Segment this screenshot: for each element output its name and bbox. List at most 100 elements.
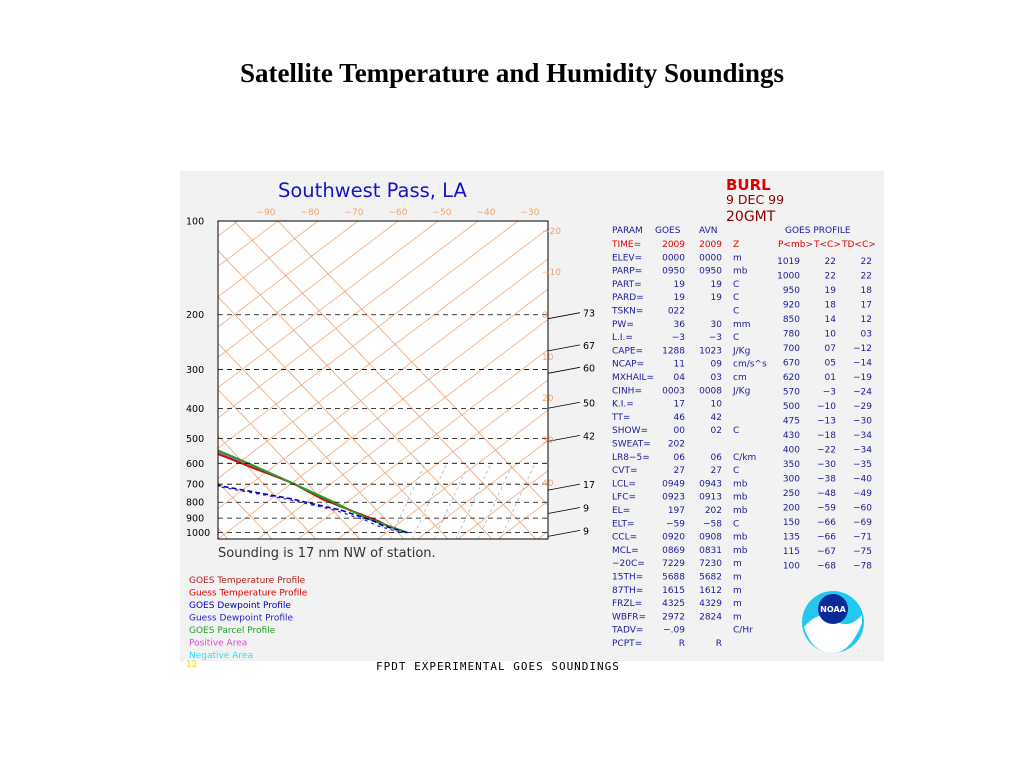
adiabat-line bbox=[218, 258, 548, 510]
pressure-tick-label: 700 bbox=[186, 480, 204, 491]
height-tick-label: 60 bbox=[583, 363, 595, 374]
param-label: TIME= bbox=[611, 240, 641, 250]
param-goes-value: −3 bbox=[672, 333, 685, 343]
param-goes-value: 17 bbox=[674, 400, 685, 410]
param-label: ELT= bbox=[612, 519, 635, 529]
noaa-logo: NOAA bbox=[802, 591, 864, 653]
adiabat-line bbox=[218, 221, 439, 389]
isotherm-grid bbox=[180, 221, 548, 539]
height-tick-mark bbox=[547, 366, 581, 374]
param-unit: C bbox=[733, 333, 739, 343]
isotherm-line bbox=[218, 388, 361, 539]
height-tick-mark bbox=[547, 507, 581, 514]
profile-pressure: 135 bbox=[783, 533, 800, 543]
height-tick-mark bbox=[547, 401, 581, 409]
pressure-tick-label: 300 bbox=[186, 365, 204, 376]
param-goes-value: 0949 bbox=[662, 479, 685, 489]
isotherm-line bbox=[233, 221, 537, 539]
param-unit: C bbox=[733, 426, 739, 436]
param-avn-value: 10 bbox=[711, 400, 723, 410]
param-goes-value: 00 bbox=[674, 426, 686, 436]
profile-pressure: 500 bbox=[783, 402, 800, 412]
profile-temp: −66 bbox=[817, 518, 836, 528]
profile-temp: −48 bbox=[817, 489, 836, 499]
param-avn-value: 7230 bbox=[699, 559, 722, 569]
profile-pressure: 950 bbox=[783, 286, 800, 296]
param-avn-value: 202 bbox=[705, 506, 722, 516]
profile-temp: 05 bbox=[825, 359, 836, 369]
param-goes-value: 2009 bbox=[662, 240, 685, 250]
param-label: PARP= bbox=[612, 267, 642, 277]
profile-temp: 10 bbox=[825, 330, 837, 340]
param-goes-value: 19 bbox=[674, 293, 686, 303]
param-avn-value: R bbox=[716, 639, 722, 649]
profile-lines bbox=[210, 449, 408, 534]
plot-area bbox=[218, 221, 548, 539]
param-unit: J/Kg bbox=[732, 346, 750, 356]
profile-temp: −13 bbox=[817, 417, 836, 427]
profile-dewpoint: 18 bbox=[861, 286, 873, 296]
pressure-tick-label: 900 bbox=[186, 514, 204, 525]
param-unit: mb bbox=[733, 506, 748, 516]
top-temp-tick: −30 bbox=[521, 208, 540, 218]
param-unit: C bbox=[733, 293, 739, 303]
legend-entry: GOES Parcel Profile bbox=[189, 626, 276, 636]
height-tick-label: 42 bbox=[583, 431, 595, 442]
profile-pressure: 475 bbox=[783, 417, 800, 427]
dewpoint-point bbox=[381, 524, 384, 527]
param-avn-value: 5682 bbox=[699, 573, 722, 583]
dewpoint-point bbox=[372, 520, 375, 523]
height-tick-label: 50 bbox=[583, 398, 595, 409]
isotherm-line bbox=[180, 221, 184, 539]
param-goes-value: 36 bbox=[674, 320, 686, 330]
time-label: 20GMT bbox=[726, 209, 776, 225]
param-label: CAPE= bbox=[612, 346, 643, 356]
param-label: TT= bbox=[611, 413, 630, 423]
param-unit: m bbox=[733, 599, 742, 609]
dewpoint-point bbox=[210, 483, 212, 485]
param-avn-value: 0908 bbox=[699, 533, 722, 543]
param-unit: C bbox=[733, 307, 739, 317]
param-label: L.I.= bbox=[612, 333, 633, 343]
top-temp-tick: −80 bbox=[301, 208, 320, 218]
param-goes-value: 0950 bbox=[662, 267, 685, 277]
param-unit: m bbox=[733, 573, 742, 583]
profile-temp: −66 bbox=[817, 533, 836, 543]
profile-dewpoint: 22 bbox=[861, 272, 872, 282]
param-avn-value: 2009 bbox=[699, 240, 722, 250]
param-unit: m bbox=[733, 586, 742, 596]
param-avn-value: 03 bbox=[711, 373, 722, 383]
param-avn-value: 0943 bbox=[699, 479, 722, 489]
profile-pressure: 200 bbox=[783, 504, 800, 514]
adiabat-line bbox=[218, 221, 519, 449]
height-tick-label: 67 bbox=[583, 341, 595, 352]
profile-temp: −30 bbox=[817, 460, 836, 470]
height-tick-label: 9 bbox=[583, 504, 589, 515]
param-label: CVT= bbox=[612, 466, 637, 476]
chart-title: Southwest Pass, LA bbox=[278, 179, 467, 202]
param-goes-value: 7229 bbox=[662, 559, 685, 569]
param-goes-value: 04 bbox=[674, 373, 686, 383]
pressure-tick-label: 600 bbox=[186, 459, 204, 470]
adiabat-line bbox=[218, 221, 319, 298]
param-label: ELEV= bbox=[612, 253, 642, 263]
param-goes-value: 5688 bbox=[662, 573, 685, 583]
param-avn-value: 1612 bbox=[699, 586, 722, 596]
profile-temp: −38 bbox=[817, 475, 836, 485]
profile-header: TD<C> bbox=[841, 240, 876, 250]
plot-border bbox=[217, 220, 549, 540]
profile-temp: 07 bbox=[825, 344, 836, 354]
profile-pressure: 430 bbox=[783, 431, 800, 441]
param-avn-value: 0008 bbox=[699, 386, 722, 396]
legend-entry: GOES Dewpoint Profile bbox=[189, 601, 291, 611]
profile-dewpoint: −75 bbox=[853, 547, 872, 557]
param-goes-value: 06 bbox=[674, 453, 686, 463]
profile-pressure: 250 bbox=[783, 489, 800, 499]
side-temp-tick: 30 bbox=[542, 436, 554, 446]
logo-bird bbox=[818, 594, 848, 624]
profile-temp: 18 bbox=[825, 301, 837, 311]
param-goes-value: 4325 bbox=[662, 599, 685, 609]
profile-pressure: 115 bbox=[783, 547, 800, 557]
param-label: MXHAIL= bbox=[612, 373, 654, 383]
param-goes-value: 46 bbox=[674, 413, 686, 423]
